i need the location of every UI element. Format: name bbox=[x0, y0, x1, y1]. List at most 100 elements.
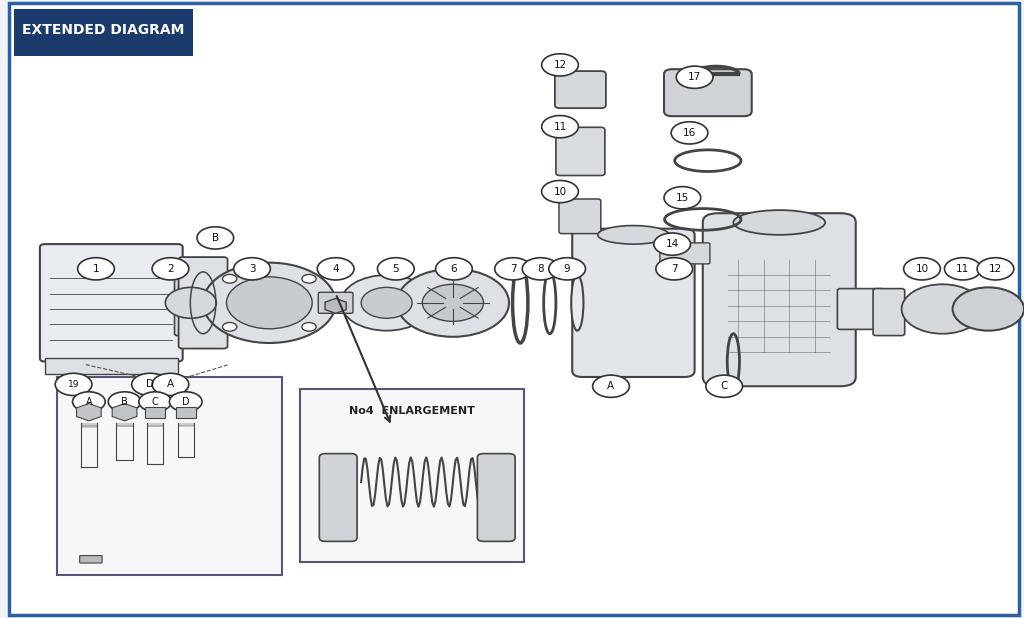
Bar bbox=[145, 407, 165, 418]
FancyBboxPatch shape bbox=[9, 3, 1019, 615]
Text: 1: 1 bbox=[93, 264, 99, 274]
Ellipse shape bbox=[733, 210, 825, 235]
Circle shape bbox=[952, 287, 1024, 331]
Circle shape bbox=[302, 323, 316, 331]
Circle shape bbox=[165, 287, 216, 318]
Ellipse shape bbox=[571, 275, 584, 331]
Circle shape bbox=[132, 373, 168, 396]
Circle shape bbox=[55, 373, 92, 396]
Circle shape bbox=[302, 274, 316, 283]
FancyBboxPatch shape bbox=[477, 454, 515, 541]
FancyBboxPatch shape bbox=[556, 127, 605, 176]
Ellipse shape bbox=[598, 226, 669, 244]
Circle shape bbox=[153, 373, 188, 396]
Text: B: B bbox=[121, 397, 128, 407]
FancyBboxPatch shape bbox=[659, 243, 710, 264]
FancyBboxPatch shape bbox=[664, 69, 752, 116]
Circle shape bbox=[676, 66, 713, 88]
Text: 15: 15 bbox=[676, 193, 689, 203]
Circle shape bbox=[706, 375, 742, 397]
Text: 7: 7 bbox=[671, 264, 678, 274]
Text: No4  ENLARGEMENT: No4 ENLARGEMENT bbox=[349, 406, 475, 416]
FancyBboxPatch shape bbox=[319, 454, 357, 541]
Text: 10: 10 bbox=[915, 264, 929, 274]
Text: 10: 10 bbox=[553, 187, 566, 197]
Circle shape bbox=[593, 375, 630, 397]
Text: 4: 4 bbox=[333, 264, 339, 274]
Circle shape bbox=[397, 269, 509, 337]
Circle shape bbox=[495, 258, 531, 280]
Text: 11: 11 bbox=[553, 122, 566, 132]
Circle shape bbox=[542, 54, 579, 76]
Circle shape bbox=[226, 277, 312, 329]
Circle shape bbox=[542, 180, 579, 203]
Circle shape bbox=[153, 258, 188, 280]
Circle shape bbox=[317, 258, 354, 280]
Text: D: D bbox=[146, 379, 154, 389]
Text: 17: 17 bbox=[688, 72, 701, 82]
Circle shape bbox=[664, 187, 700, 209]
Text: 14: 14 bbox=[666, 239, 679, 249]
Circle shape bbox=[422, 284, 483, 321]
Text: D: D bbox=[182, 397, 189, 407]
Circle shape bbox=[139, 392, 171, 412]
Text: EXTENDED DIAGRAM: EXTENDED DIAGRAM bbox=[22, 23, 184, 37]
Text: A: A bbox=[167, 379, 174, 389]
Text: 2: 2 bbox=[167, 264, 174, 274]
FancyBboxPatch shape bbox=[559, 199, 601, 234]
Text: 12: 12 bbox=[553, 60, 566, 70]
Text: 11: 11 bbox=[956, 264, 970, 274]
Text: C: C bbox=[152, 397, 159, 407]
FancyBboxPatch shape bbox=[174, 270, 206, 336]
Circle shape bbox=[522, 258, 559, 280]
FancyBboxPatch shape bbox=[40, 244, 182, 362]
FancyBboxPatch shape bbox=[80, 556, 102, 563]
Text: A: A bbox=[86, 397, 92, 407]
FancyBboxPatch shape bbox=[572, 229, 694, 377]
Circle shape bbox=[542, 116, 579, 138]
FancyBboxPatch shape bbox=[318, 292, 353, 313]
Circle shape bbox=[977, 258, 1014, 280]
Circle shape bbox=[361, 287, 412, 318]
Text: 6: 6 bbox=[451, 264, 458, 274]
FancyBboxPatch shape bbox=[300, 389, 524, 562]
Text: C: C bbox=[721, 381, 728, 391]
Circle shape bbox=[944, 258, 981, 280]
FancyBboxPatch shape bbox=[873, 289, 904, 336]
FancyBboxPatch shape bbox=[555, 71, 606, 108]
Text: 5: 5 bbox=[392, 264, 399, 274]
FancyBboxPatch shape bbox=[838, 289, 885, 329]
Text: 9: 9 bbox=[564, 264, 570, 274]
Text: 7: 7 bbox=[510, 264, 516, 274]
Circle shape bbox=[222, 274, 237, 283]
Circle shape bbox=[203, 263, 336, 343]
Bar bbox=[175, 407, 196, 418]
Text: 12: 12 bbox=[989, 264, 1002, 274]
Text: A: A bbox=[607, 381, 614, 391]
Circle shape bbox=[109, 392, 141, 412]
Circle shape bbox=[197, 227, 233, 249]
Circle shape bbox=[655, 258, 692, 280]
Circle shape bbox=[435, 258, 472, 280]
Text: 16: 16 bbox=[683, 128, 696, 138]
Text: B: B bbox=[212, 233, 219, 243]
Circle shape bbox=[341, 275, 432, 331]
FancyBboxPatch shape bbox=[178, 257, 227, 349]
Circle shape bbox=[222, 323, 237, 331]
Circle shape bbox=[73, 392, 105, 412]
Bar bbox=[45, 358, 177, 374]
Text: 3: 3 bbox=[249, 264, 255, 274]
Circle shape bbox=[233, 258, 270, 280]
Circle shape bbox=[653, 233, 690, 255]
FancyBboxPatch shape bbox=[14, 9, 193, 56]
Circle shape bbox=[169, 392, 202, 412]
Circle shape bbox=[549, 258, 586, 280]
Text: 8: 8 bbox=[538, 264, 544, 274]
Circle shape bbox=[901, 284, 983, 334]
Text: 19: 19 bbox=[68, 380, 79, 389]
FancyBboxPatch shape bbox=[57, 377, 282, 575]
FancyBboxPatch shape bbox=[702, 213, 856, 386]
Circle shape bbox=[903, 258, 940, 280]
Circle shape bbox=[671, 122, 708, 144]
Circle shape bbox=[78, 258, 115, 280]
